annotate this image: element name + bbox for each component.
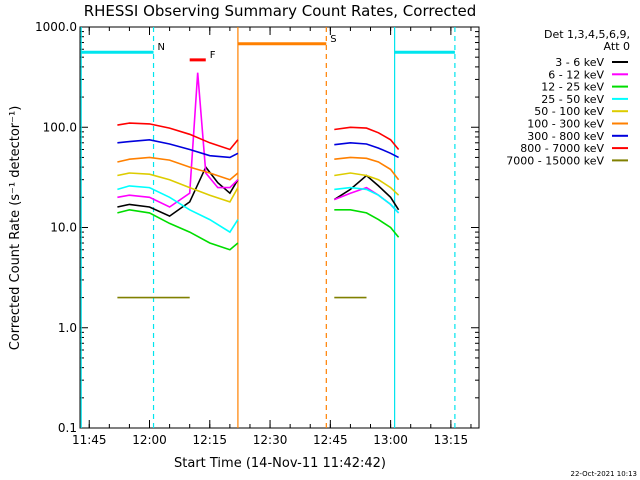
y-tick-label: 0.1 bbox=[58, 421, 77, 435]
series-line-25-50-keV bbox=[334, 186, 400, 214]
series-line-300-800-keV bbox=[117, 138, 239, 159]
flag-bars: N F S bbox=[81, 34, 455, 62]
series-line-25-50-keV bbox=[117, 185, 239, 234]
series-line-800-7000-keV bbox=[334, 126, 400, 151]
legend-label: 6 - 12 keV bbox=[548, 68, 604, 81]
x-tick-label: 13:00 bbox=[373, 433, 408, 447]
plot-axes: 0.1 1.0 10.0 100.0 1000.0 11:45 12:00 12:15 12:3… bbox=[35, 20, 480, 447]
x-tick-label: 12:00 bbox=[132, 433, 167, 447]
x-tick-label: 12:15 bbox=[192, 433, 227, 447]
series-line-3-6-keV bbox=[117, 165, 239, 218]
y-tick-label: 1000.0 bbox=[35, 20, 77, 34]
flag-label-F: F bbox=[210, 50, 216, 61]
x-tick-label: 13:15 bbox=[434, 433, 469, 447]
flag-markers bbox=[80, 27, 456, 428]
series-line-12-25-keV bbox=[117, 208, 239, 251]
x-axis-label: Start Time (14-Nov-11 11:42:42) bbox=[174, 456, 386, 471]
x-tick-label: 12:45 bbox=[313, 433, 348, 447]
series-lines bbox=[117, 72, 400, 299]
legend-label: 800 - 7000 keV bbox=[520, 142, 604, 155]
legend-header: Det 1,3,4,5,6,9, bbox=[544, 28, 630, 41]
x-tick-label: 12:30 bbox=[253, 433, 288, 447]
legend-label: 100 - 300 keV bbox=[527, 118, 604, 131]
legend-header: Att 0 bbox=[604, 40, 630, 53]
series-line-6-12-keV bbox=[117, 72, 239, 208]
chart-title: RHESSI Observing Summary Count Rates, Co… bbox=[84, 2, 477, 20]
series-line-50-100-keV bbox=[117, 172, 239, 203]
y-tick-label: 1.0 bbox=[58, 321, 77, 335]
legend-label: 7000 - 15000 keV bbox=[506, 154, 604, 167]
flag-label-N: N bbox=[158, 42, 165, 53]
series-line-800-7000-keV bbox=[117, 122, 239, 151]
legend-label: 50 - 100 keV bbox=[534, 105, 604, 118]
legend-label: 3 - 6 keV bbox=[555, 56, 604, 69]
series-line-50-100-keV bbox=[334, 172, 400, 196]
series-line-100-300-keV bbox=[117, 156, 239, 181]
legend-label: 300 - 800 keV bbox=[527, 130, 604, 143]
series-line-3-6-keV bbox=[333, 174, 400, 211]
legend-label: 25 - 50 keV bbox=[541, 93, 604, 106]
y-tick-label: 100.0 bbox=[43, 120, 77, 134]
series-line-300-800-keV bbox=[334, 141, 399, 159]
y-tick-label: 10.0 bbox=[50, 221, 77, 235]
flag-label-S: S bbox=[330, 34, 336, 45]
x-tick-label: 11:45 bbox=[72, 433, 107, 447]
series-line-100-300-keV bbox=[334, 156, 400, 181]
y-axis-label: Corrected Count Rate (s⁻¹ detector⁻¹) bbox=[8, 106, 23, 351]
series-line-12-25-keV bbox=[334, 209, 400, 238]
legend-label: 12 - 25 keV bbox=[541, 81, 604, 94]
timestamp: 22-Oct-2021 10:13 bbox=[571, 470, 637, 478]
